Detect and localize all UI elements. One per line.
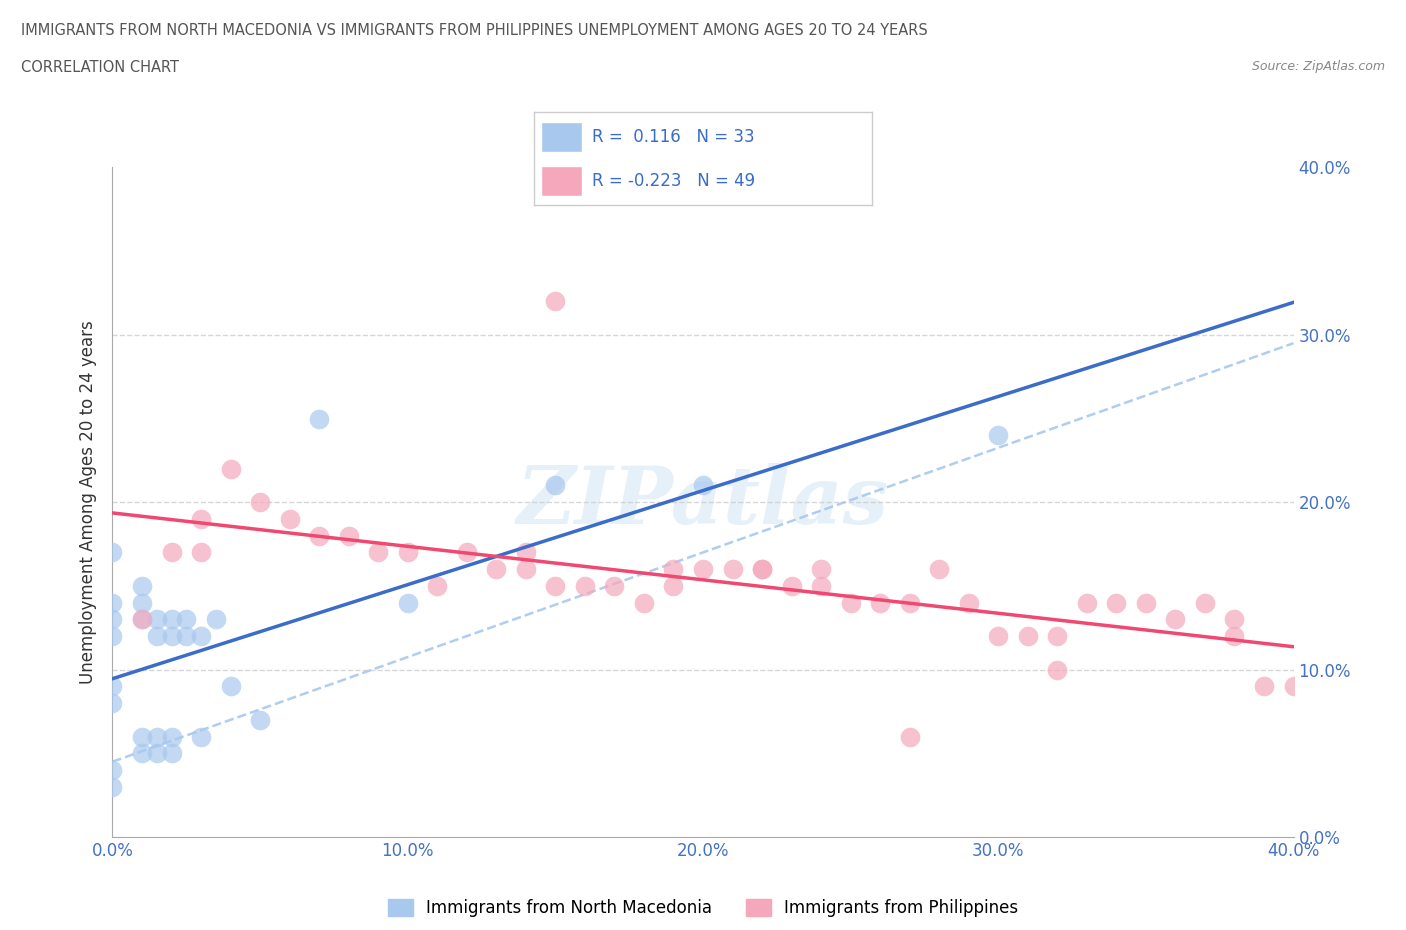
Point — [1282, 679, 1305, 694]
Point — [1223, 612, 1246, 627]
Point — [205, 612, 228, 627]
Point — [1076, 595, 1098, 610]
Point — [544, 578, 567, 593]
Point — [131, 612, 153, 627]
Point — [692, 562, 714, 577]
Point — [1253, 679, 1275, 694]
Point — [160, 629, 183, 644]
Point — [337, 528, 360, 543]
Point — [190, 629, 212, 644]
Point — [396, 595, 419, 610]
Point — [190, 512, 212, 526]
Point — [426, 578, 449, 593]
Point — [751, 562, 773, 577]
Point — [780, 578, 803, 593]
Point — [131, 729, 153, 744]
Point — [174, 629, 197, 644]
Point — [101, 595, 124, 610]
Text: R = -0.223   N = 49: R = -0.223 N = 49 — [592, 172, 755, 191]
Point — [146, 746, 169, 761]
FancyBboxPatch shape — [541, 122, 582, 152]
Point — [721, 562, 744, 577]
Point — [160, 729, 183, 744]
Point — [810, 562, 832, 577]
Point — [146, 629, 169, 644]
Point — [396, 545, 419, 560]
Point — [898, 729, 921, 744]
Point — [308, 528, 330, 543]
Point — [456, 545, 478, 560]
Point — [898, 595, 921, 610]
FancyBboxPatch shape — [541, 166, 582, 196]
Point — [131, 578, 153, 593]
Point — [928, 562, 950, 577]
Point — [1223, 629, 1246, 644]
Point — [278, 512, 301, 526]
Point — [131, 612, 153, 627]
Point — [101, 696, 124, 711]
Point — [839, 595, 862, 610]
Text: Source: ZipAtlas.com: Source: ZipAtlas.com — [1251, 60, 1385, 73]
Point — [101, 763, 124, 777]
Point — [1194, 595, 1216, 610]
Point — [544, 294, 567, 309]
Point — [751, 562, 773, 577]
Point — [810, 578, 832, 593]
Point — [515, 545, 537, 560]
Point — [101, 612, 124, 627]
Point — [160, 746, 183, 761]
Point — [101, 545, 124, 560]
Point — [131, 595, 153, 610]
Point — [219, 461, 242, 476]
Point — [662, 578, 685, 593]
Point — [869, 595, 891, 610]
Point — [101, 629, 124, 644]
Point — [662, 562, 685, 577]
Text: R =  0.116   N = 33: R = 0.116 N = 33 — [592, 127, 754, 146]
Point — [574, 578, 596, 593]
Point — [308, 411, 330, 426]
Point — [515, 562, 537, 577]
Point — [1135, 595, 1157, 610]
Y-axis label: Unemployment Among Ages 20 to 24 years: Unemployment Among Ages 20 to 24 years — [79, 320, 97, 684]
Point — [1046, 629, 1069, 644]
Point — [957, 595, 980, 610]
Legend: Immigrants from North Macedonia, Immigrants from Philippines: Immigrants from North Macedonia, Immigra… — [381, 893, 1025, 924]
Point — [146, 612, 169, 627]
Point — [987, 428, 1010, 443]
Point — [219, 679, 242, 694]
Point — [101, 679, 124, 694]
Point — [367, 545, 389, 560]
Point — [544, 478, 567, 493]
Point — [131, 746, 153, 761]
Point — [1017, 629, 1039, 644]
Point — [249, 495, 271, 510]
Point — [987, 629, 1010, 644]
Text: ZIPatlas: ZIPatlas — [517, 463, 889, 541]
Text: IMMIGRANTS FROM NORTH MACEDONIA VS IMMIGRANTS FROM PHILIPPINES UNEMPLOYMENT AMON: IMMIGRANTS FROM NORTH MACEDONIA VS IMMIG… — [21, 23, 928, 38]
Point — [174, 612, 197, 627]
Point — [146, 729, 169, 744]
Point — [633, 595, 655, 610]
Point — [485, 562, 508, 577]
Point — [190, 545, 212, 560]
Point — [1046, 662, 1069, 677]
Point — [603, 578, 626, 593]
Point — [692, 478, 714, 493]
Point — [190, 729, 212, 744]
Text: CORRELATION CHART: CORRELATION CHART — [21, 60, 179, 75]
Point — [1105, 595, 1128, 610]
Point — [160, 612, 183, 627]
Point — [249, 712, 271, 727]
Point — [160, 545, 183, 560]
Point — [101, 779, 124, 794]
Point — [1164, 612, 1187, 627]
